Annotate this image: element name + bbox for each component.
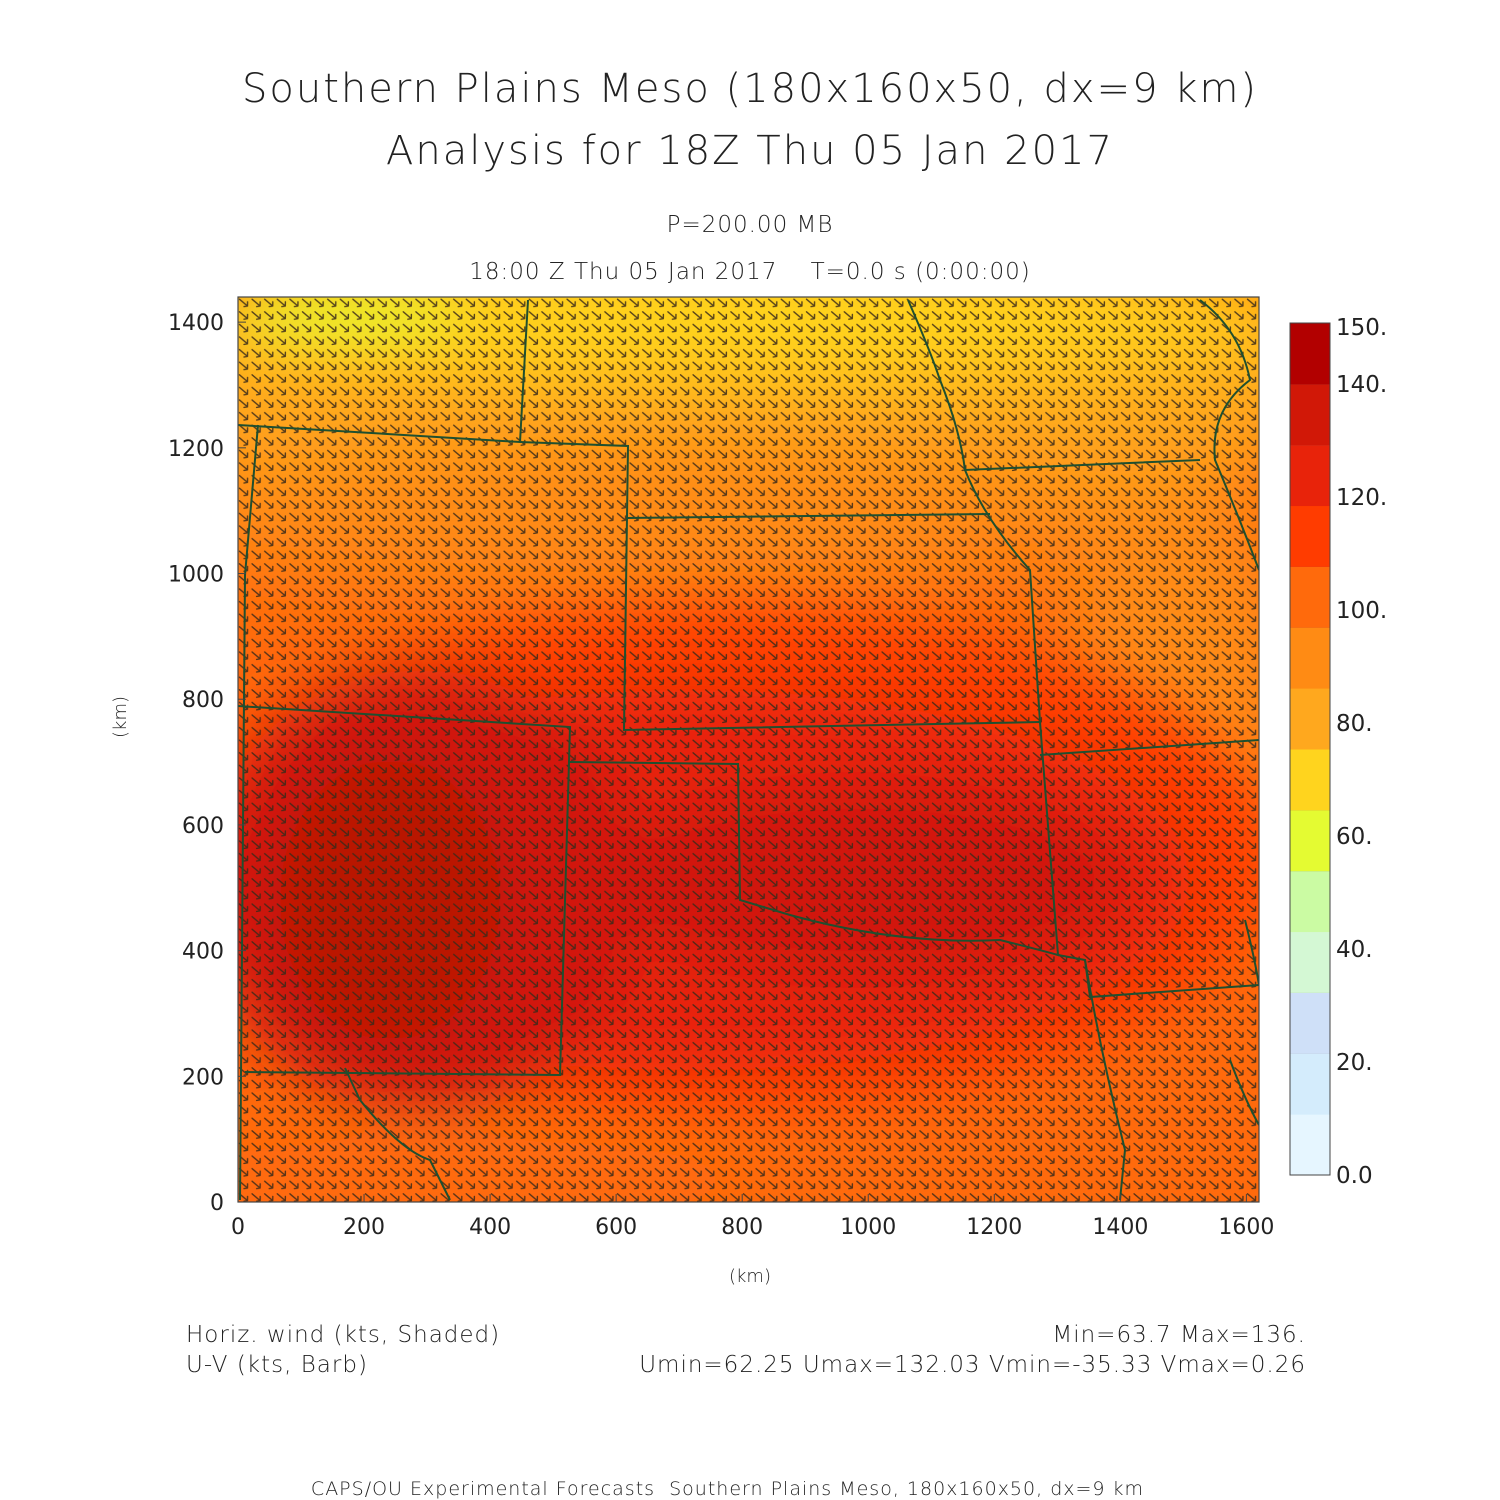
y-tick-label: 800 bbox=[182, 688, 224, 713]
colorbar-bin bbox=[1290, 1114, 1330, 1176]
colorbar-bin bbox=[1290, 383, 1330, 446]
pressure-level: P=200.00 MB bbox=[666, 212, 834, 238]
stats-minmax: Min=63.7 Max=136. bbox=[1052, 1322, 1306, 1348]
valid-time: 18:00 Z Thu 05 Jan 2017 T=0.0 s (0:00:00… bbox=[469, 259, 1031, 285]
wind-speed-shading bbox=[238, 297, 1259, 1202]
x-tick-label: 1400 bbox=[1092, 1215, 1148, 1240]
figure-title: Southern Plains Meso (180x160x50, dx=9 k… bbox=[241, 66, 1259, 112]
x-tick-label: 600 bbox=[595, 1215, 637, 1240]
colorbar-bin bbox=[1290, 505, 1330, 567]
colorbar-bin bbox=[1290, 870, 1330, 933]
colorbar-label: 40. bbox=[1336, 937, 1373, 963]
stats-uv: Umin=62.25 Umax=132.03 Vmin=-35.33 Vmax=… bbox=[639, 1352, 1306, 1378]
x-tick-label: 0 bbox=[231, 1215, 245, 1240]
colorbar-bin bbox=[1290, 323, 1330, 385]
colorbar-label: 0.0 bbox=[1336, 1163, 1373, 1189]
figure-subtitle: Analysis for 18Z Thu 05 Jan 2017 bbox=[386, 128, 1114, 174]
colorbar-bin bbox=[1290, 688, 1330, 750]
colorbar-label: 150. bbox=[1336, 315, 1387, 341]
y-tick-label: 1400 bbox=[168, 311, 224, 336]
colorbar-frame bbox=[1289, 322, 1331, 1176]
x-tick-label: 400 bbox=[469, 1215, 511, 1240]
y-tick-label: 1000 bbox=[168, 563, 224, 588]
colorbar-label: 100. bbox=[1336, 598, 1387, 624]
x-tick-label: 200 bbox=[343, 1215, 385, 1240]
x-axis-label: (km) bbox=[728, 1266, 771, 1287]
x-tick-label: 1600 bbox=[1218, 1215, 1274, 1240]
colorbar-bin bbox=[1290, 809, 1330, 872]
footer-credit: CAPS/OU Experimental Forecasts Southern … bbox=[310, 1478, 1145, 1500]
legend-barb: U-V (kts, Barb) bbox=[186, 1352, 368, 1378]
colorbar-bin bbox=[1290, 1053, 1330, 1115]
y-tick-label: 1200 bbox=[168, 437, 224, 462]
colorbar-bin bbox=[1290, 931, 1330, 993]
y-tick-label: 400 bbox=[182, 940, 224, 965]
y-tick-label: 600 bbox=[182, 814, 224, 839]
y-tick-label: 200 bbox=[182, 1065, 224, 1090]
x-tick-label: 1200 bbox=[966, 1215, 1022, 1240]
colorbar-label: 20. bbox=[1336, 1050, 1373, 1076]
colorbar-label: 140. bbox=[1336, 372, 1387, 398]
colorbar-label: 80. bbox=[1336, 711, 1373, 737]
colorbar-bin bbox=[1290, 992, 1330, 1054]
x-tick-label: 1000 bbox=[840, 1215, 896, 1240]
colorbar-label: 120. bbox=[1336, 485, 1387, 511]
y-axis-label: (km) bbox=[110, 695, 131, 738]
colorbar-bin bbox=[1290, 566, 1330, 628]
x-axis: 0 200 400 600 800 1000 1200 1400 1600 bbox=[231, 1194, 1274, 1240]
colorbar-labels: 0.0 20. 40. 60. 80. 100. 120. 140. 150. bbox=[1336, 315, 1387, 1189]
legend-shaded: Horiz. wind (kts, Shaded) bbox=[186, 1322, 501, 1348]
state-borders bbox=[238, 299, 1259, 1201]
colorbar-bin bbox=[1290, 444, 1330, 507]
colorbar-label: 60. bbox=[1336, 824, 1373, 850]
x-tick-label: 800 bbox=[721, 1215, 763, 1240]
colorbar-bin bbox=[1290, 627, 1330, 689]
y-tick-label: 0 bbox=[210, 1191, 224, 1216]
y-axis: 0 200 400 600 800 1000 1200 1400 bbox=[168, 311, 246, 1216]
colorbar-bin bbox=[1290, 749, 1330, 811]
colorbar bbox=[1289, 322, 1331, 1176]
